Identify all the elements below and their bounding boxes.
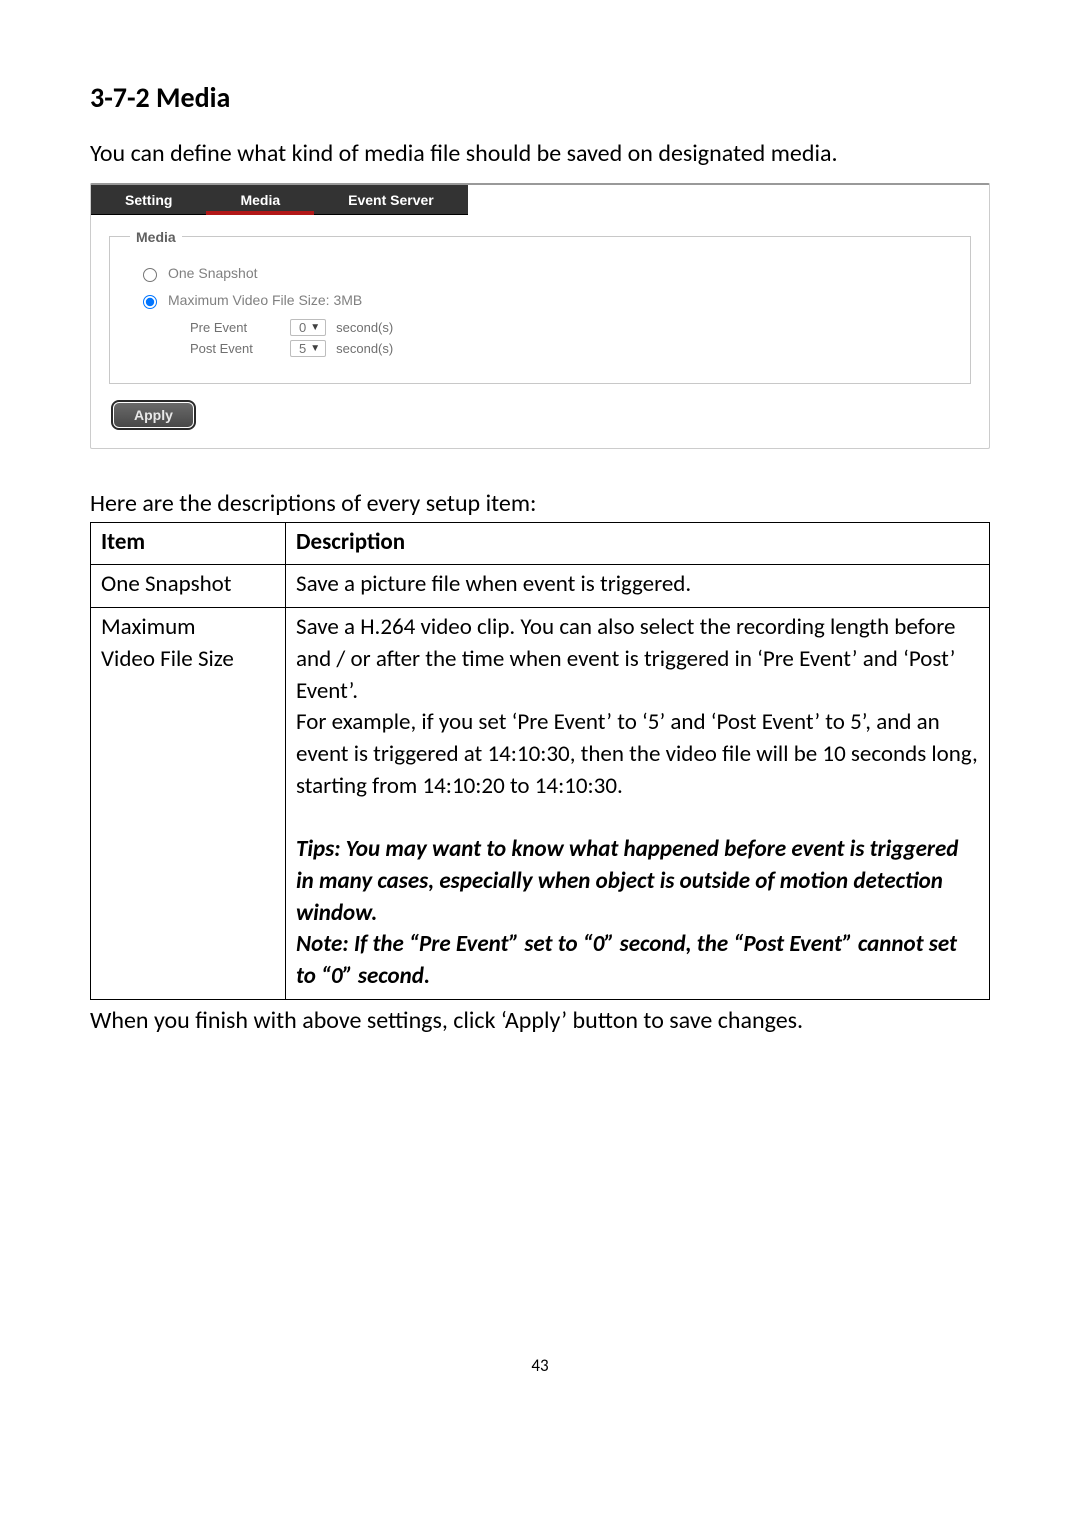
table-caption: Here are the descriptions of every setup… — [90, 489, 990, 518]
tab-media[interactable]: Media — [206, 185, 314, 215]
post-event-select[interactable]: 5 ▼ — [290, 340, 326, 357]
max-video-tips-2: Note: If the “Pre Event” set to “0” seco… — [296, 930, 957, 990]
header-description: Description — [286, 522, 990, 565]
table-header-row: Item Description — [91, 522, 990, 565]
max-video-row: Maximum Video File Size: 3MB — [138, 292, 950, 309]
pre-event-select[interactable]: 0 ▼ — [290, 319, 326, 336]
tab-event-server[interactable]: Event Server — [314, 185, 468, 215]
media-legend: Media — [130, 229, 182, 245]
pre-event-label: Pre Event — [190, 320, 280, 335]
post-event-suffix: second(s) — [336, 341, 393, 356]
one-snapshot-label: One Snapshot — [168, 265, 258, 281]
chevron-down-icon: ▼ — [310, 343, 323, 354]
cell-item-max-video: Maximum Video File Size — [91, 608, 286, 1000]
max-video-desc-p2: For example, if you set ‘Pre Event’ to ‘… — [296, 708, 978, 799]
cell-item-max-video-l2: Video File Size — [101, 645, 234, 673]
max-video-label: Maximum Video File Size: 3MB — [168, 292, 362, 308]
cell-desc-one-snapshot: Save a picture file when event is trigge… — [286, 565, 990, 608]
intro-paragraph: You can define what kind of media file s… — [90, 137, 990, 171]
table-row: One Snapshot Save a picture file when ev… — [91, 565, 990, 608]
max-video-tips-1: Tips: You may want to know what happened… — [296, 835, 958, 926]
one-snapshot-row: One Snapshot — [138, 265, 950, 282]
tab-bar: Setting Media Event Server — [91, 185, 989, 215]
post-event-label: Post Event — [190, 341, 280, 356]
cell-desc-max-video: Save a H.264 video clip. You can also se… — [286, 608, 990, 1000]
cell-item-one-snapshot: One Snapshot — [91, 565, 286, 608]
max-video-desc-p1: Save a H.264 video clip. You can also se… — [296, 613, 955, 704]
section-heading: 3-7-2 Media — [90, 80, 990, 115]
post-event-value: 5 — [293, 341, 310, 356]
after-table-text: When you finish with above settings, cli… — [90, 1006, 990, 1035]
cell-item-max-video-l1: Maximum — [101, 613, 196, 641]
pre-event-value: 0 — [293, 320, 310, 335]
apply-button[interactable]: Apply — [113, 402, 194, 428]
pre-event-row: Pre Event 0 ▼ second(s) — [190, 319, 950, 336]
table-row: Maximum Video File Size Save a H.264 vid… — [91, 608, 990, 1000]
tab-setting[interactable]: Setting — [91, 185, 206, 215]
one-snapshot-radio[interactable] — [143, 268, 157, 282]
page-number: 43 — [90, 1355, 990, 1376]
media-fieldset: Media One Snapshot Maximum Video File Si… — [109, 229, 971, 384]
post-event-row: Post Event 5 ▼ second(s) — [190, 340, 950, 357]
pre-event-suffix: second(s) — [336, 320, 393, 335]
media-settings-panel: Setting Media Event Server Media One Sna… — [90, 183, 990, 449]
max-video-radio[interactable] — [143, 295, 157, 309]
chevron-down-icon: ▼ — [310, 322, 323, 333]
header-item: Item — [91, 522, 286, 565]
description-table: Item Description One Snapshot Save a pic… — [90, 522, 990, 1000]
